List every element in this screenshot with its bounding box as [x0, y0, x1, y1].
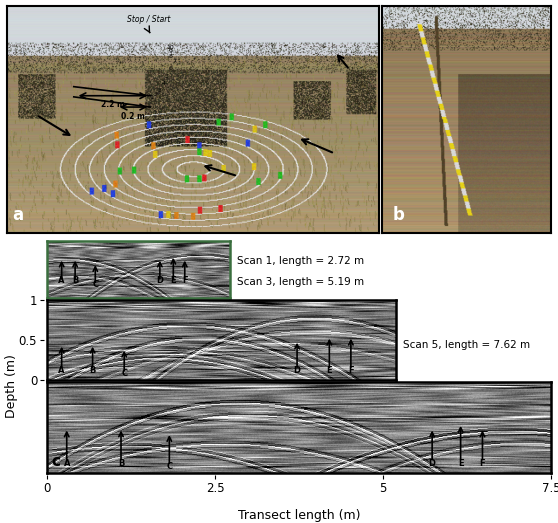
Text: A: A [64, 459, 70, 468]
Text: E: E [458, 459, 464, 468]
Text: Scan 3, length = 5.19 m: Scan 3, length = 5.19 m [237, 277, 364, 287]
Text: 7: 7 [172, 59, 176, 64]
Text: D: D [156, 276, 163, 285]
Text: 10: 10 [167, 44, 175, 50]
Text: Scan 5, length = 7.62 m: Scan 5, length = 7.62 m [403, 340, 530, 350]
Text: Depth (m): Depth (m) [4, 355, 18, 418]
Text: B: B [72, 276, 78, 285]
Text: A: A [59, 366, 65, 375]
Text: 5: 5 [165, 74, 169, 79]
Text: 8: 8 [169, 53, 172, 59]
Text: A: A [59, 276, 65, 285]
Text: c: c [51, 454, 60, 469]
Text: 1: 1 [150, 96, 153, 100]
Text: 4: 4 [161, 81, 165, 86]
Text: D: D [294, 366, 301, 375]
Text: E: E [326, 366, 332, 375]
Text: Transect length (m): Transect length (m) [238, 509, 360, 522]
Text: F: F [480, 459, 485, 468]
Text: Scan 1, length = 2.72 m: Scan 1, length = 2.72 m [237, 256, 364, 266]
Text: b: b [392, 206, 404, 224]
Text: 2.2 m: 2.2 m [101, 100, 125, 109]
Text: 6: 6 [169, 66, 172, 71]
Text: F: F [182, 276, 187, 285]
Text: F: F [348, 366, 354, 375]
Text: D: D [429, 459, 436, 468]
Text: a: a [12, 206, 23, 224]
Text: E: E [171, 276, 176, 285]
Text: B: B [118, 459, 124, 468]
Text: 3: 3 [157, 87, 161, 93]
Text: C: C [92, 280, 98, 289]
Text: 2: 2 [154, 92, 158, 97]
Text: C: C [121, 369, 127, 378]
Text: C: C [166, 462, 172, 472]
Text: Stop / Start: Stop / Start [127, 15, 170, 25]
Text: 0.2 m: 0.2 m [122, 111, 146, 121]
Text: 9: 9 [169, 49, 173, 54]
Text: B: B [89, 366, 96, 375]
